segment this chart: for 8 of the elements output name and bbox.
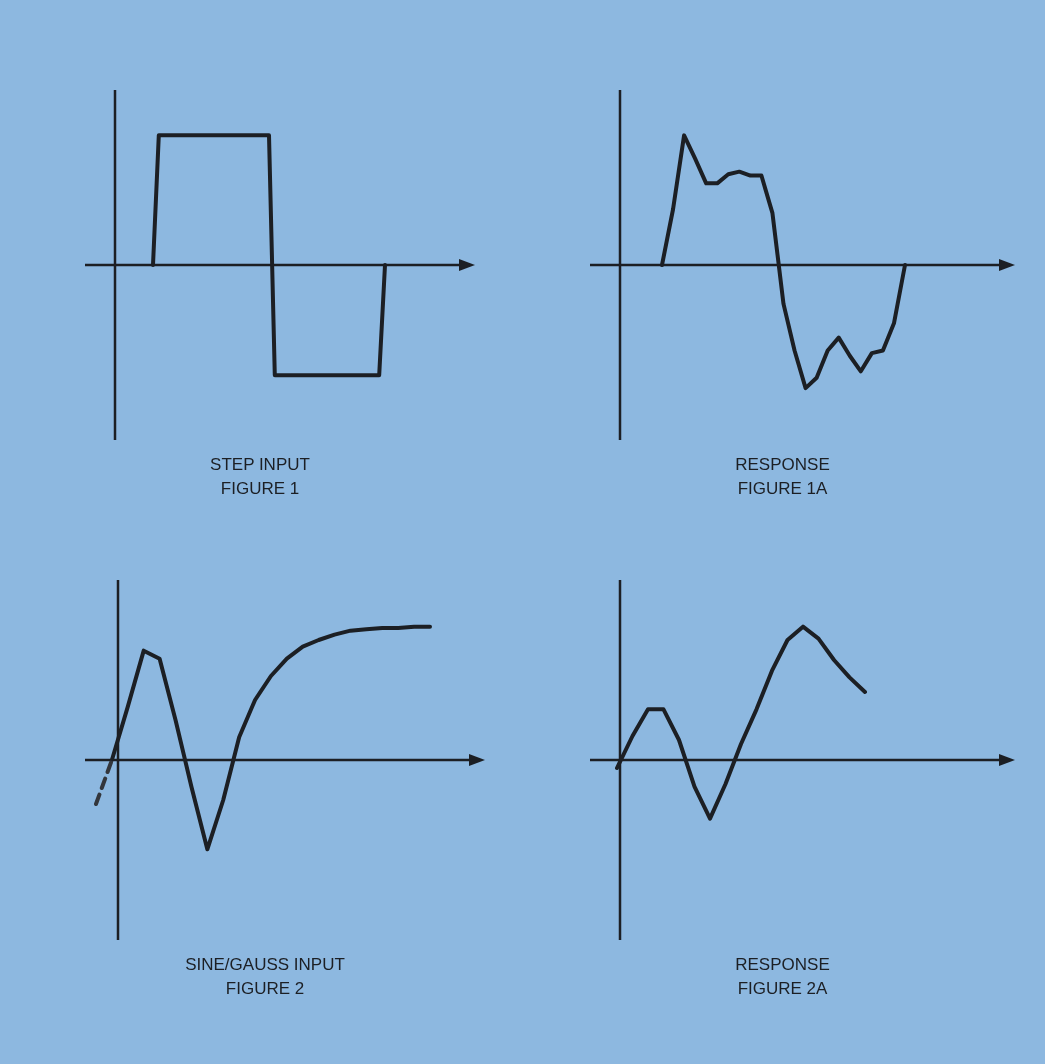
text: RESPONSE: [735, 955, 830, 974]
text: FIGURE 1: [220, 479, 300, 498]
text: RESPONSE: [735, 455, 830, 474]
text: FIGURE 1A: [737, 479, 829, 498]
text: FIGURE 2A: [737, 979, 829, 998]
text: STEP INPUT: [210, 455, 310, 474]
text: FIGURE 2: [225, 979, 305, 998]
text: SINE/GAUSS INPUT: [185, 955, 345, 974]
